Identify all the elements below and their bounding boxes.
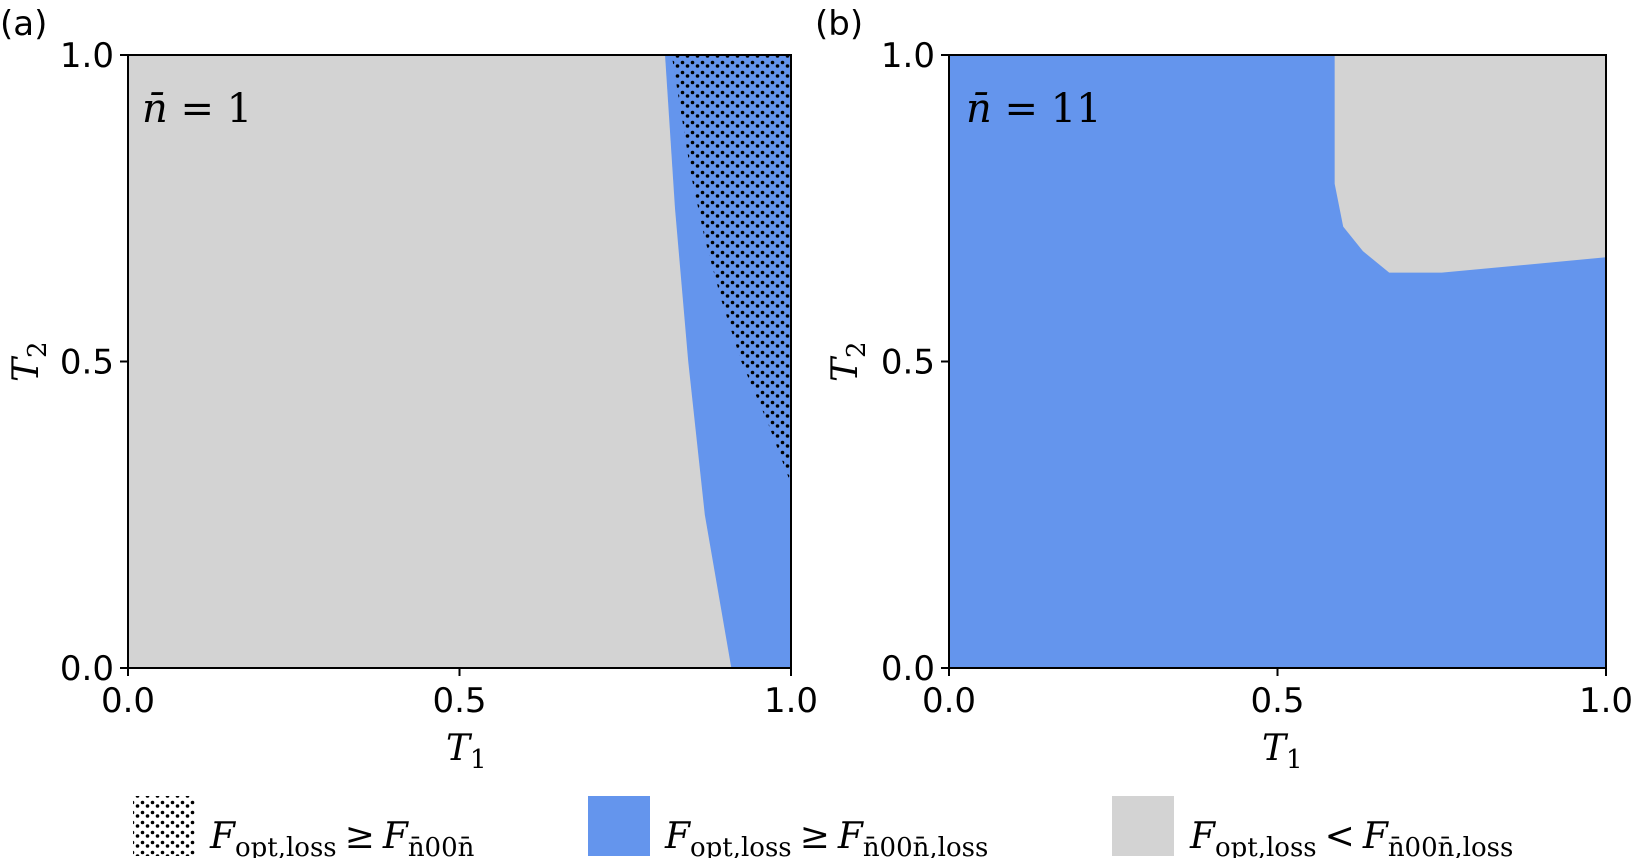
panel-b-ytick-label-1: 0.5 <box>881 343 935 383</box>
panel-b-ylabel-sub: 2 <box>842 341 872 358</box>
panel-a-xtick-label-0: 0.0 <box>101 681 155 721</box>
panel-b-xlabel-main: T <box>1262 728 1289 769</box>
panel-a-ticks: 0.0 0.5 1.0 0.0 0.5 1.0 <box>60 36 818 721</box>
panel-b-xtick-label-1: 0.5 <box>1250 681 1304 721</box>
panel-b-ytick-label-2: 1.0 <box>881 36 935 76</box>
panel-b-annotation-prefix: n̄ = <box>966 86 1051 132</box>
panel-b-xlabel: T1 <box>1262 728 1303 775</box>
panel-a-ylabel: T2 <box>6 341 53 382</box>
panel-b-ylabel: T2 <box>825 341 872 382</box>
legend-swatch-gray <box>1112 796 1174 856</box>
panel-a-region-2 <box>671 55 791 485</box>
panel-a-annotation: n̄ = 1 <box>142 86 252 132</box>
panel-b-region-1 <box>1334 55 1606 273</box>
panel-a-ylabel-sub: 2 <box>23 341 53 358</box>
panel-a-label: (a) <box>0 4 47 44</box>
panel-b-xlabel-sub: 1 <box>1286 745 1303 775</box>
panel-a-annotation-prefix: n̄ = <box>142 86 227 132</box>
panel-a: 0.0 0.5 1.00.00.51.0 (a) n̄ = 1 T1 T2 <box>0 4 818 775</box>
panel-b-label: (b) <box>815 4 863 44</box>
legend-entry-3: Fopt,loss < Fn̄00n̄,loss <box>1189 816 1513 858</box>
panel-b-ytick-label-0: 0.0 <box>881 649 935 689</box>
panel-a-xtick-label-2: 1.0 <box>764 681 818 721</box>
panel-a-xlabel-main: T <box>446 728 473 769</box>
legend-swatch-blue <box>588 796 650 856</box>
panel-b-xtick-label-2: 1.0 <box>1579 681 1633 721</box>
panel-a-xlabel-sub: 1 <box>470 745 487 775</box>
legend-entry-1: Fopt,loss ≥ Fn̄00n̄ <box>209 816 475 858</box>
panel-a-ylabel-main: T <box>6 355 47 382</box>
panel-a-xlabel: T1 <box>446 728 487 775</box>
panel-a-regions <box>128 55 791 668</box>
panel-a-region-0 <box>128 55 791 668</box>
panel-a-ytick-label-2: 1.0 <box>60 36 114 76</box>
panel-b: 0.0 0.5 1.00.00.51.0 (b) n̄ = 11 T1 T2 <box>815 4 1633 775</box>
panel-a-ytick-label-1: 0.5 <box>60 343 114 383</box>
legend: Fopt,loss ≥ Fn̄00n̄ Fopt,loss ≥ Fn̄00n̄,loss… <box>133 796 1513 858</box>
legend-entry-2: Fopt,loss ≥ Fn̄00n̄,loss <box>664 816 988 858</box>
panel-a-annotation-value: 1 <box>227 86 252 132</box>
legend-swatch-dots <box>133 796 195 856</box>
panel-b-annotation-value: 11 <box>1051 86 1102 132</box>
panel-b-ticks: 0.0 0.5 1.0 0.0 0.5 1.0 <box>881 36 1633 721</box>
panel-b-xtick-label-0: 0.0 <box>922 681 976 721</box>
panel-b-annotation: n̄ = 11 <box>966 86 1102 132</box>
panel-b-ylabel-main: T <box>825 355 866 382</box>
panel-a-xtick-label-1: 0.5 <box>432 681 486 721</box>
panel-a-ytick-label-0: 0.0 <box>60 649 114 689</box>
panel-b-regions <box>949 55 1606 668</box>
